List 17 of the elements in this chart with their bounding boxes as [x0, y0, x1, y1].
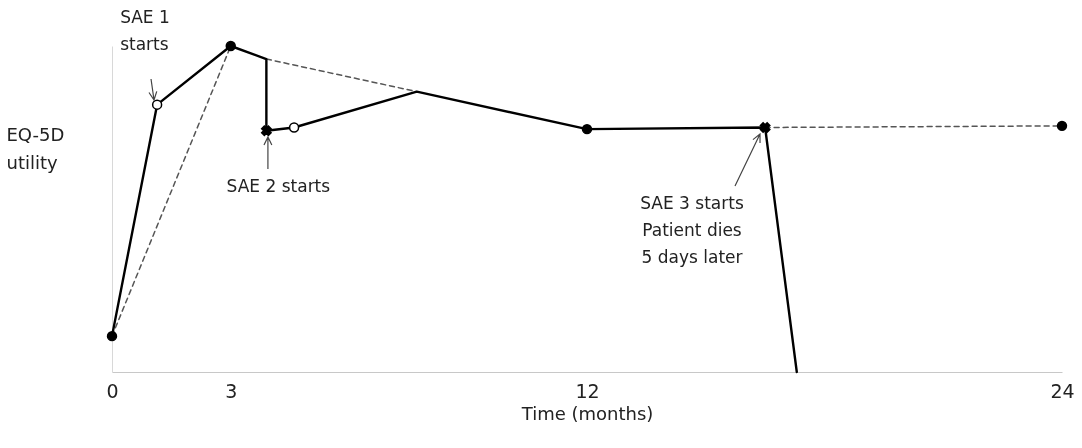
- y-axis-title: EQ-5D utility: [6, 123, 65, 173]
- x-tick-label: 24: [1050, 379, 1075, 402]
- annotation: SAE 2 starts: [226, 175, 331, 196]
- point: [581, 123, 593, 135]
- x-tick-label: 3: [225, 379, 238, 402]
- point: [106, 330, 118, 342]
- point: [759, 122, 771, 133]
- point: [1056, 120, 1068, 132]
- annotation: SAE 3 starts Patient dies 5 days later: [640, 193, 744, 267]
- point: [260, 125, 272, 137]
- point: [288, 122, 300, 133]
- point: [225, 40, 236, 52]
- x-tick-label: 0: [106, 379, 119, 402]
- point: [151, 99, 163, 110]
- annotation: SAE 1 starts: [120, 6, 170, 54]
- x-axis-title: Time (months): [520, 402, 654, 424]
- x-tick-label: 12: [575, 379, 600, 402]
